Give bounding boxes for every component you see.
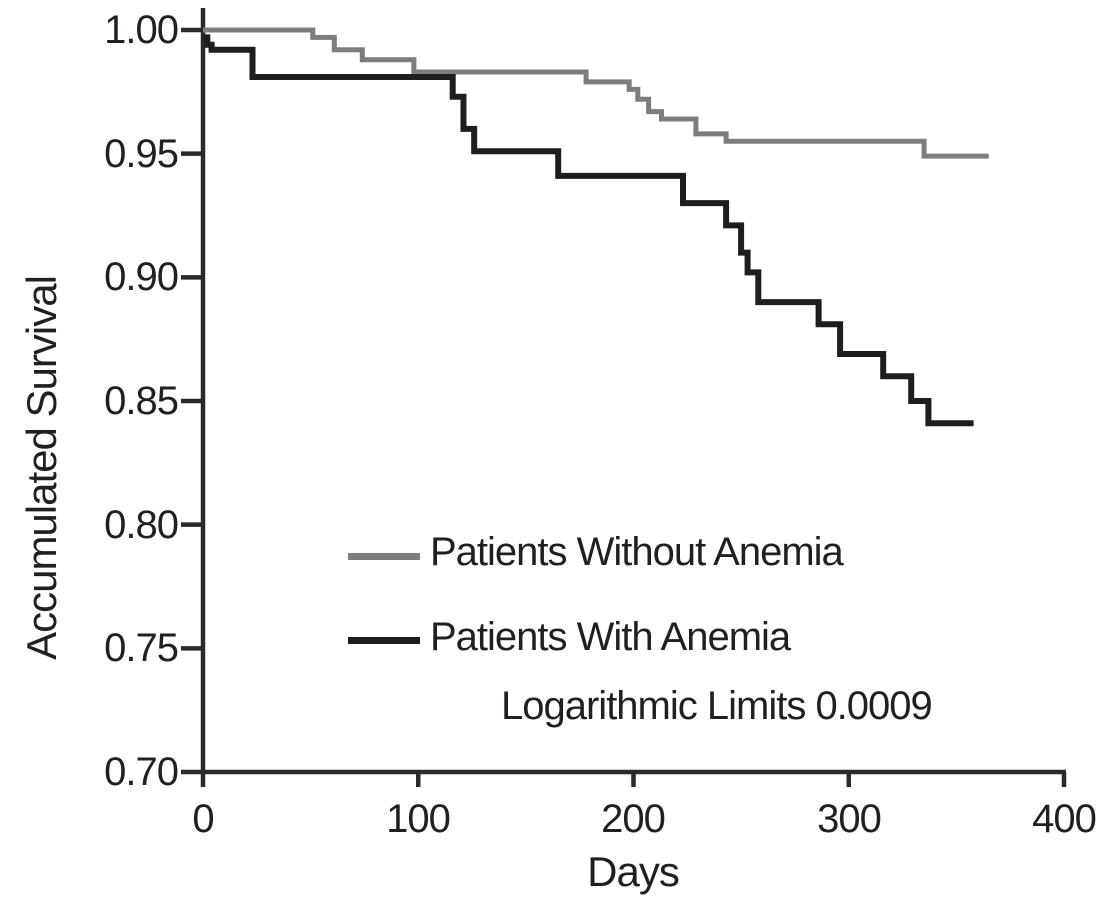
tick-marks [181, 27, 1067, 787]
ytick-label-1.00: 1.00 [104, 8, 179, 52]
ytick-label-0.70: 0.70 [104, 750, 179, 794]
ytick-label-0.90: 0.90 [104, 255, 179, 299]
ytick-label-0.95: 0.95 [104, 132, 179, 176]
log-rank-annotation: Logarithmic Limits 0.0009 [501, 684, 933, 728]
xtick-label-200: 200 [601, 797, 666, 841]
ytick-label-0.75: 0.75 [104, 626, 179, 670]
xtick-label-100: 100 [386, 797, 451, 841]
x-axis-title: Days [587, 848, 680, 895]
xtick-label-300: 300 [817, 797, 882, 841]
ytick-label-0.85: 0.85 [104, 379, 179, 423]
curve-patients-with-anemia [203, 34, 974, 427]
legend-swatch-without-anemia [348, 553, 420, 560]
survival-curves [203, 27, 989, 427]
ytick-label-0.80: 0.80 [104, 503, 179, 547]
xtick-label-400: 400 [1032, 797, 1097, 841]
legend-label-without-anemia: Patients Without Anemia [430, 530, 844, 574]
curve-patients-without-anemia [203, 27, 989, 159]
xtick-label-0: 0 [192, 797, 214, 841]
legend-label-with-anemia: Patients With Anemia [430, 615, 791, 659]
y-axis-title: Accumulated Survival [18, 276, 65, 660]
legend-swatch-with-anemia [348, 637, 420, 644]
